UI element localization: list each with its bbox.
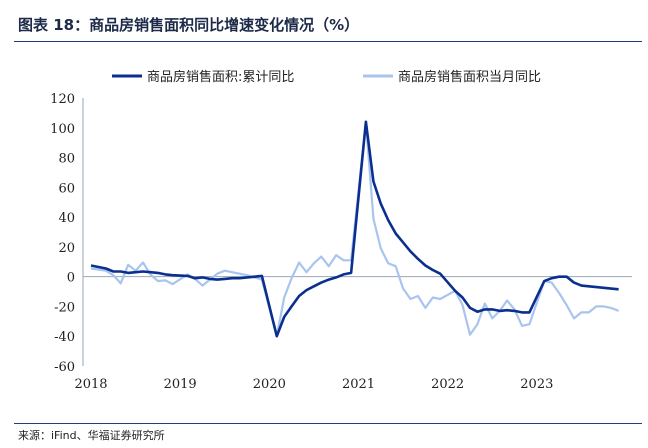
y-tick-labels: -60 -40 -20 0 20 40 60 80 100 120 (50, 92, 75, 375)
x-tick-label: 2022 (431, 377, 464, 392)
legend-label-cumulative: 商品房销售面积:累计同比 (147, 69, 294, 85)
y-tick-label: 120 (50, 92, 75, 107)
figure-title: 图表 18：商品房销售面积同比增速变化情况（%） (18, 16, 360, 34)
legend-label-monthly: 商品房销售面积当月同比 (398, 69, 541, 85)
series-lines (90, 120, 620, 338)
axes (82, 98, 632, 366)
bottom-rule (14, 423, 642, 424)
x-tick-label: 2019 (164, 377, 197, 392)
y-tick-label: 40 (58, 211, 75, 226)
y-tick-label: 0 (67, 271, 75, 286)
y-tick-label: -40 (54, 330, 75, 345)
y-tick-label: 100 (50, 122, 75, 137)
legend: 商品房销售面积:累计同比 商品房销售面积当月同比 (112, 69, 541, 85)
x-tick-label: 2018 (74, 377, 107, 392)
source-note: 来源：iFind、华福证券研究所 (18, 429, 165, 442)
y-tick-label: -20 (54, 300, 75, 315)
y-tick-label: 60 (58, 181, 75, 196)
x-tick-labels: 2018 2019 2020 2021 2022 2023 (74, 377, 553, 392)
x-tick-label: 2020 (253, 377, 286, 392)
y-tick-label: 80 (58, 152, 75, 167)
title-rule (14, 41, 642, 42)
x-tick-label: 2023 (520, 377, 553, 392)
x-tick-label: 2021 (342, 377, 375, 392)
series-line-cumulative (90, 120, 619, 338)
y-tick-label: -60 (54, 360, 75, 375)
y-tick-label: 20 (58, 241, 75, 256)
